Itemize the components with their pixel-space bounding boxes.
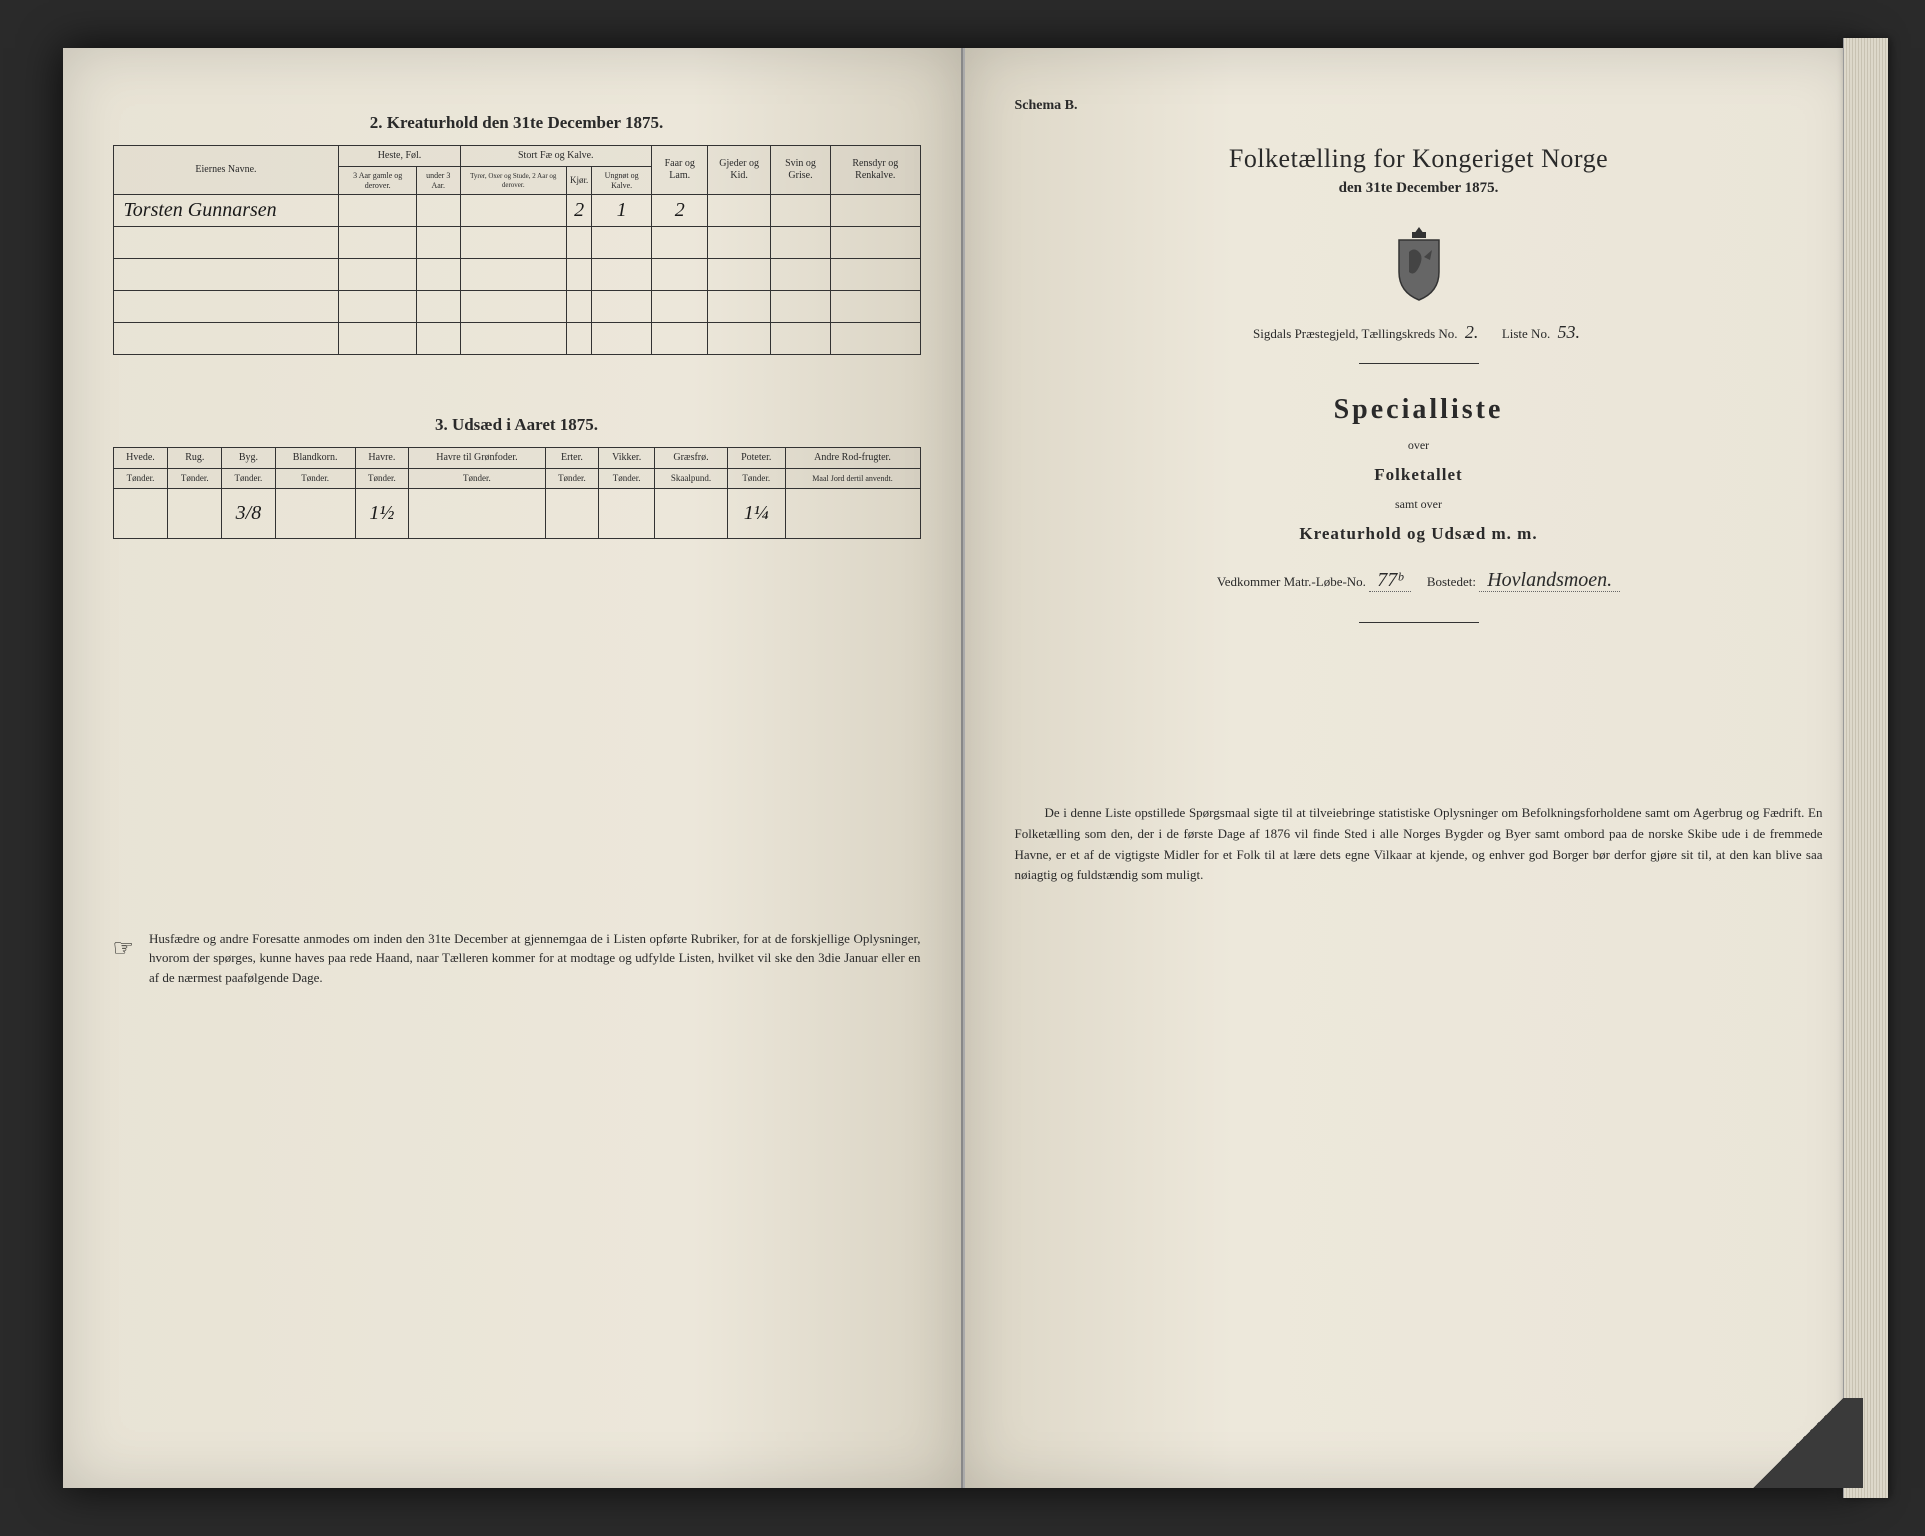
table-row: Torsten Gunnarsen 2 1 2 <box>113 195 920 227</box>
matr-label-2: Bostedet: <box>1427 574 1476 589</box>
footnote-text: Husfædre og andre Foresatte anmodes om i… <box>149 929 920 988</box>
pointing-hand-icon: ☞ <box>113 931 135 988</box>
col-fae-sub1: Tyrer, Oxer og Stude, 2 Aar og derover. <box>460 167 566 195</box>
right-footnote: De i denne Liste opstillede Spørgsmaal s… <box>1015 803 1823 886</box>
left-page: 2. Kreaturhold den 31te December 1875. E… <box>63 48 963 1488</box>
col-heste-sub1: 3 Aar gamle og derover. <box>339 167 416 195</box>
divider <box>1359 363 1479 364</box>
cell <box>168 488 222 538</box>
col-heste: Heste, Føl. <box>339 146 460 167</box>
table-header-row: Hvede. Rug. Byg. Blandkorn. Havre. Havre… <box>113 448 920 469</box>
district-line: Sigdals Præstegjeld, Tællingskreds No. 2… <box>1015 322 1823 343</box>
table-header-row: Eiernes Navne. Heste, Føl. Stort Fæ og K… <box>113 146 920 167</box>
unit: Tønder. <box>222 469 276 489</box>
unit: Tønder. <box>545 469 599 489</box>
col-rensdyr: Rensdyr og Renkalve. <box>831 146 920 195</box>
cell <box>599 488 655 538</box>
table-subheader-row: Tønder. Tønder. Tønder. Tønder. Tønder. … <box>113 469 920 489</box>
table-row <box>113 227 920 259</box>
col-hvede: Hvede. <box>113 448 168 469</box>
matr-value-1: 77ᵇ <box>1369 569 1410 592</box>
matr-label-1: Vedkommer Matr.-Løbe-No. <box>1217 574 1366 589</box>
col-erter: Erter. <box>545 448 599 469</box>
table-row: 3/8 1½ 1¼ <box>113 488 920 538</box>
unit: Skaalpund. <box>655 469 728 489</box>
unit: Tønder. <box>168 469 222 489</box>
matr-value-2: Hovlandsmoen. <box>1479 569 1620 592</box>
unit: Tønder. <box>275 469 355 489</box>
table-row <box>113 291 920 323</box>
samt-over-label: samt over <box>1015 497 1823 512</box>
cell-ungnot: 1 <box>592 195 652 227</box>
census-title: Folketælling for Kongeriget Norge <box>1015 144 1823 174</box>
cell <box>460 195 566 227</box>
col-gjeder: Gjeder og Kid. <box>708 146 771 195</box>
cell-kjor: 2 <box>566 195 591 227</box>
right-page: Schema B. Folketælling for Kongeriget No… <box>963 48 1863 1488</box>
district-value-1: 2. <box>1461 322 1483 342</box>
page-stack-edge <box>1843 38 1888 1498</box>
district-label-1: Sigdals Præstegjeld, Tællingskreds No. <box>1253 326 1458 341</box>
col-poteter: Poteter. <box>727 448 785 469</box>
cell <box>770 195 830 227</box>
specialliste-title: Specialliste <box>1015 394 1823 426</box>
cell <box>785 488 920 538</box>
col-graesfroe: Græsfrø. <box>655 448 728 469</box>
cell <box>708 195 771 227</box>
spacer <box>113 569 921 889</box>
matr-line: Vedkommer Matr.-Løbe-No. 77ᵇ Bostedet: H… <box>1015 569 1823 592</box>
col-havre: Havre. <box>355 448 409 469</box>
cell <box>655 488 728 538</box>
section-3-title: 3. Udsæd i Aaret 1875. <box>113 415 921 435</box>
cell-poteter: 1¼ <box>727 488 785 538</box>
cell <box>545 488 599 538</box>
unit: Tønder. <box>727 469 785 489</box>
col-fae-sub3: Ungnøt og Kalve. <box>592 167 652 195</box>
table-row <box>113 259 920 291</box>
cell <box>339 195 416 227</box>
cell <box>409 488 545 538</box>
schema-label: Schema B. <box>1015 98 1823 114</box>
census-subtitle: den 31te December 1875. <box>1015 180 1823 197</box>
col-rug: Rug. <box>168 448 222 469</box>
section-2-title: 2. Kreaturhold den 31te December 1875. <box>113 113 921 133</box>
folketallet-label: Folketallet <box>1015 465 1823 485</box>
col-faar: Faar og Lam. <box>652 146 708 195</box>
cell <box>275 488 355 538</box>
divider <box>1359 622 1479 623</box>
unit: Tønder. <box>409 469 545 489</box>
table-row <box>113 323 920 355</box>
over-label: over <box>1015 438 1823 453</box>
district-value-2: 53. <box>1553 322 1584 342</box>
cell-name: Torsten Gunnarsen <box>113 195 339 227</box>
unit: Tønder. <box>355 469 409 489</box>
unit: Maal Jord dertil anvendt. <box>785 469 920 489</box>
district-label-2: Liste No. <box>1502 326 1550 341</box>
col-fae-sub2: Kjør. <box>566 167 591 195</box>
left-footnote: ☞ Husfædre og andre Foresatte anmodes om… <box>113 929 921 988</box>
cell <box>416 195 460 227</box>
col-heste-sub2: under 3 Aar. <box>416 167 460 195</box>
coat-of-arms-icon <box>1384 222 1454 302</box>
col-eiernes: Eiernes Navne. <box>113 146 339 195</box>
col-stort-fae: Stort Fæ og Kalve. <box>460 146 652 167</box>
kreaturhold-label: Kreaturhold og Udsæd m. m. <box>1015 524 1823 544</box>
cell <box>831 195 920 227</box>
col-vikker: Vikker. <box>599 448 655 469</box>
col-blandkorn: Blandkorn. <box>275 448 355 469</box>
cell <box>113 488 168 538</box>
table-kreaturhold: Eiernes Navne. Heste, Føl. Stort Fæ og K… <box>113 145 921 355</box>
col-svin: Svin og Grise. <box>770 146 830 195</box>
col-andre: Andre Rod-frugter. <box>785 448 920 469</box>
table-udsaed: Hvede. Rug. Byg. Blandkorn. Havre. Havre… <box>113 447 921 539</box>
cell-faar: 2 <box>652 195 708 227</box>
col-byg: Byg. <box>222 448 276 469</box>
corner-fold <box>1733 1398 1863 1488</box>
unit: Tønder. <box>599 469 655 489</box>
col-havre-gron: Havre til Grønfoder. <box>409 448 545 469</box>
unit: Tønder. <box>113 469 168 489</box>
cell-byg: 3/8 <box>222 488 276 538</box>
cell-havre: 1½ <box>355 488 409 538</box>
book-spread: 2. Kreaturhold den 31te December 1875. E… <box>63 48 1863 1488</box>
